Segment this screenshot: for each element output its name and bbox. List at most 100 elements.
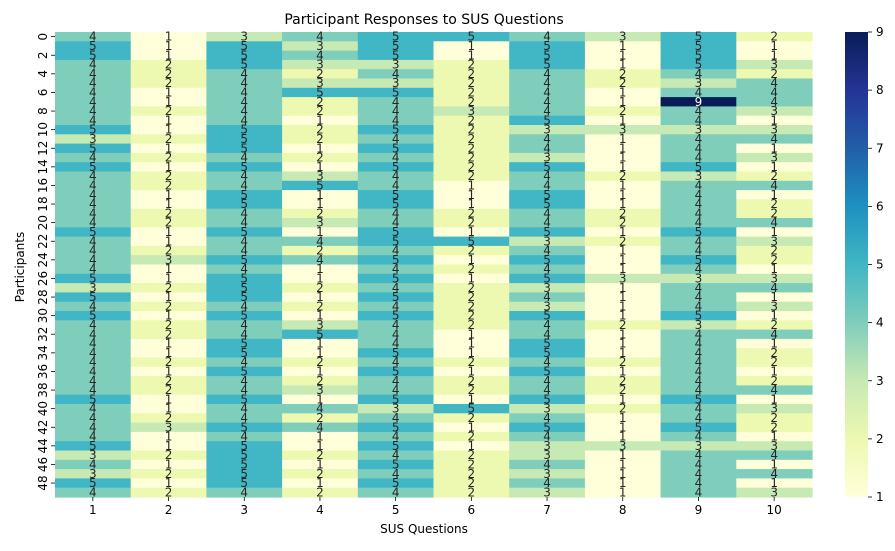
heatmap-cell-r28-c8 xyxy=(660,292,737,303)
cell-label-r36-c7: 1 xyxy=(619,364,627,378)
heatmap-cell-r16-c5 xyxy=(433,180,510,191)
cell-label-r5-c6: 4 xyxy=(543,76,551,90)
cell-label-r41-c2: 4 xyxy=(240,411,248,425)
heatmap-cell-r35-c7 xyxy=(584,357,662,368)
cell-label-r36-c0: 4 xyxy=(89,364,97,378)
heatmap-cell-r15-c4 xyxy=(357,171,435,182)
heatmap-cell-r49-c5 xyxy=(433,487,510,498)
cell-label-r11-c7: 1 xyxy=(619,132,627,146)
heatmap-cell-r47-c6 xyxy=(509,469,586,479)
cell-label-r4-c3: 2 xyxy=(316,67,324,81)
heatmap-cell-r5-c2 xyxy=(206,78,283,89)
heatmap-cell-r27-c3 xyxy=(282,283,359,293)
cell-label-r11-c8: 4 xyxy=(695,132,703,146)
cell-label-r34-c0: 4 xyxy=(89,346,97,360)
cell-label-r45-c2: 5 xyxy=(240,448,248,462)
heatmap-cell-r10-c1 xyxy=(130,125,207,135)
cell-label-r12-c9: 1 xyxy=(770,141,778,155)
heatmap-cell-r39-c4 xyxy=(357,394,435,405)
cell-label-r48-c1: 1 xyxy=(165,476,173,490)
cell-label-r22-c7: 2 xyxy=(619,234,627,248)
cell-label-r26-c0: 5 xyxy=(89,271,97,285)
cell-label-r8-c0: 4 xyxy=(89,104,97,118)
heatmap-cell-r3-c9 xyxy=(736,59,813,70)
heatmap-cell-r21-c3 xyxy=(282,227,359,238)
heatmap-cell-r31-c4 xyxy=(357,320,435,331)
cell-label-r6-c0: 4 xyxy=(89,85,97,99)
cell-label-r22-c0: 4 xyxy=(89,234,97,248)
heatmap-cell-r2-c1 xyxy=(130,50,207,61)
cell-label-r38-c9: 4 xyxy=(770,383,778,397)
heatmap-cell-r44-c5 xyxy=(433,441,510,452)
cell-label-r29-c4: 4 xyxy=(392,299,400,313)
heatmap-cell-r29-c7 xyxy=(584,301,662,312)
cell-label-r21-c8: 5 xyxy=(695,225,703,239)
cell-label-r33-c3: 1 xyxy=(316,337,324,351)
cell-label-r29-c2: 4 xyxy=(240,299,248,313)
cell-label-r4-c6: 4 xyxy=(543,67,551,81)
cell-label-r28-c3: 1 xyxy=(316,290,324,304)
heatmap-cell-r44-c0 xyxy=(55,441,132,452)
heatmap-cell-r43-c7 xyxy=(584,431,662,442)
cell-label-r8-c3: 2 xyxy=(316,104,324,118)
cell-label-r0-c3: 4 xyxy=(316,30,324,44)
cell-label-r0-c7: 3 xyxy=(619,30,627,44)
heatmap-cell-r49-c2 xyxy=(206,487,283,498)
colorbar-gradient xyxy=(845,32,868,497)
heatmap-cell-r13-c1 xyxy=(130,152,207,163)
heatmap-cell-r32-c6 xyxy=(509,329,586,340)
cell-label-r49-c5: 2 xyxy=(468,485,476,499)
heatmap-cell-r3-c2 xyxy=(206,59,283,70)
heatmap-cell-r19-c5 xyxy=(433,208,510,219)
cell-label-r25-c1: 1 xyxy=(165,262,173,276)
heatmap-cell-r44-c3 xyxy=(282,441,359,452)
cell-label-r41-c5: 2 xyxy=(468,411,476,425)
cell-label-r29-c8: 4 xyxy=(695,299,703,313)
heatmap-cell-r3-c4 xyxy=(357,59,435,70)
x-axis-ticks: 1 2 3 4 5 6 7 8 9 10 xyxy=(89,497,782,517)
heatmap-cell-r18-c7 xyxy=(584,199,662,210)
cell-label-r28-c6: 4 xyxy=(543,290,551,304)
heatmap-cell-r6-c6 xyxy=(509,87,586,98)
cell-label-r41-c6: 4 xyxy=(543,411,551,425)
cell-label-r34-c6: 5 xyxy=(543,346,551,360)
cell-label-r38-c4: 4 xyxy=(392,383,400,397)
cell-label-r1-c5: 1 xyxy=(468,39,476,53)
cell-label-r37-c6: 4 xyxy=(543,374,551,388)
cell-label-r30-c6: 5 xyxy=(543,309,551,323)
heatmap-cell-r28-c7 xyxy=(584,292,662,303)
heatmap-cell-r8-c8 xyxy=(660,106,737,117)
cell-label-r20-c2: 4 xyxy=(240,216,248,230)
heatmap-cell-r48-c8 xyxy=(660,478,737,489)
heatmap-cell-r34-c8 xyxy=(660,348,737,359)
heatmap-cell-r25-c9 xyxy=(736,264,813,275)
heatmap-cell-r11-c0 xyxy=(55,134,132,145)
heatmap-cell-r35-c3 xyxy=(282,357,359,368)
cell-label-r19-c3: 2 xyxy=(316,206,324,220)
cell-label-r49-c6: 3 xyxy=(543,485,551,499)
heatmap-cell-r21-c4 xyxy=(357,227,435,238)
y-tick-label-0: 0 xyxy=(36,33,50,41)
cell-label-r8-c4: 4 xyxy=(392,104,400,118)
heatmap-cell-r14-c8 xyxy=(660,162,737,173)
cell-label-r10-c3: 2 xyxy=(316,123,324,137)
heatmap-cell-r30-c8 xyxy=(660,311,737,321)
colorbar-tick-label-8: 8 xyxy=(876,83,884,97)
cell-label-r15-c3: 3 xyxy=(316,169,324,183)
heatmap-cell-r9-c3 xyxy=(282,115,359,126)
cell-label-r39-c2: 5 xyxy=(240,392,248,406)
heatmap-cell-r4-c6 xyxy=(509,69,586,80)
cell-label-r45-c3: 2 xyxy=(316,448,324,462)
heatmap-cell-r11-c5 xyxy=(433,134,510,145)
heatmap-cell-r2-c0 xyxy=(55,50,132,61)
heatmap-cell-r15-c7 xyxy=(584,171,662,182)
heatmap-cell-r15-c9 xyxy=(736,171,813,182)
heatmap-cell-r41-c7 xyxy=(584,413,662,424)
heatmap-cell-r1-c8 xyxy=(660,41,737,52)
cell-label-r43-c3: 1 xyxy=(316,430,324,444)
heatmap-cell-r26-c5 xyxy=(433,273,510,284)
cell-label-r45-c9: 4 xyxy=(770,448,778,462)
cell-label-r9-c9: 1 xyxy=(770,113,778,127)
heatmap-cell-r2-c6 xyxy=(509,50,586,61)
heatmap-cell-r26-c1 xyxy=(130,273,207,284)
